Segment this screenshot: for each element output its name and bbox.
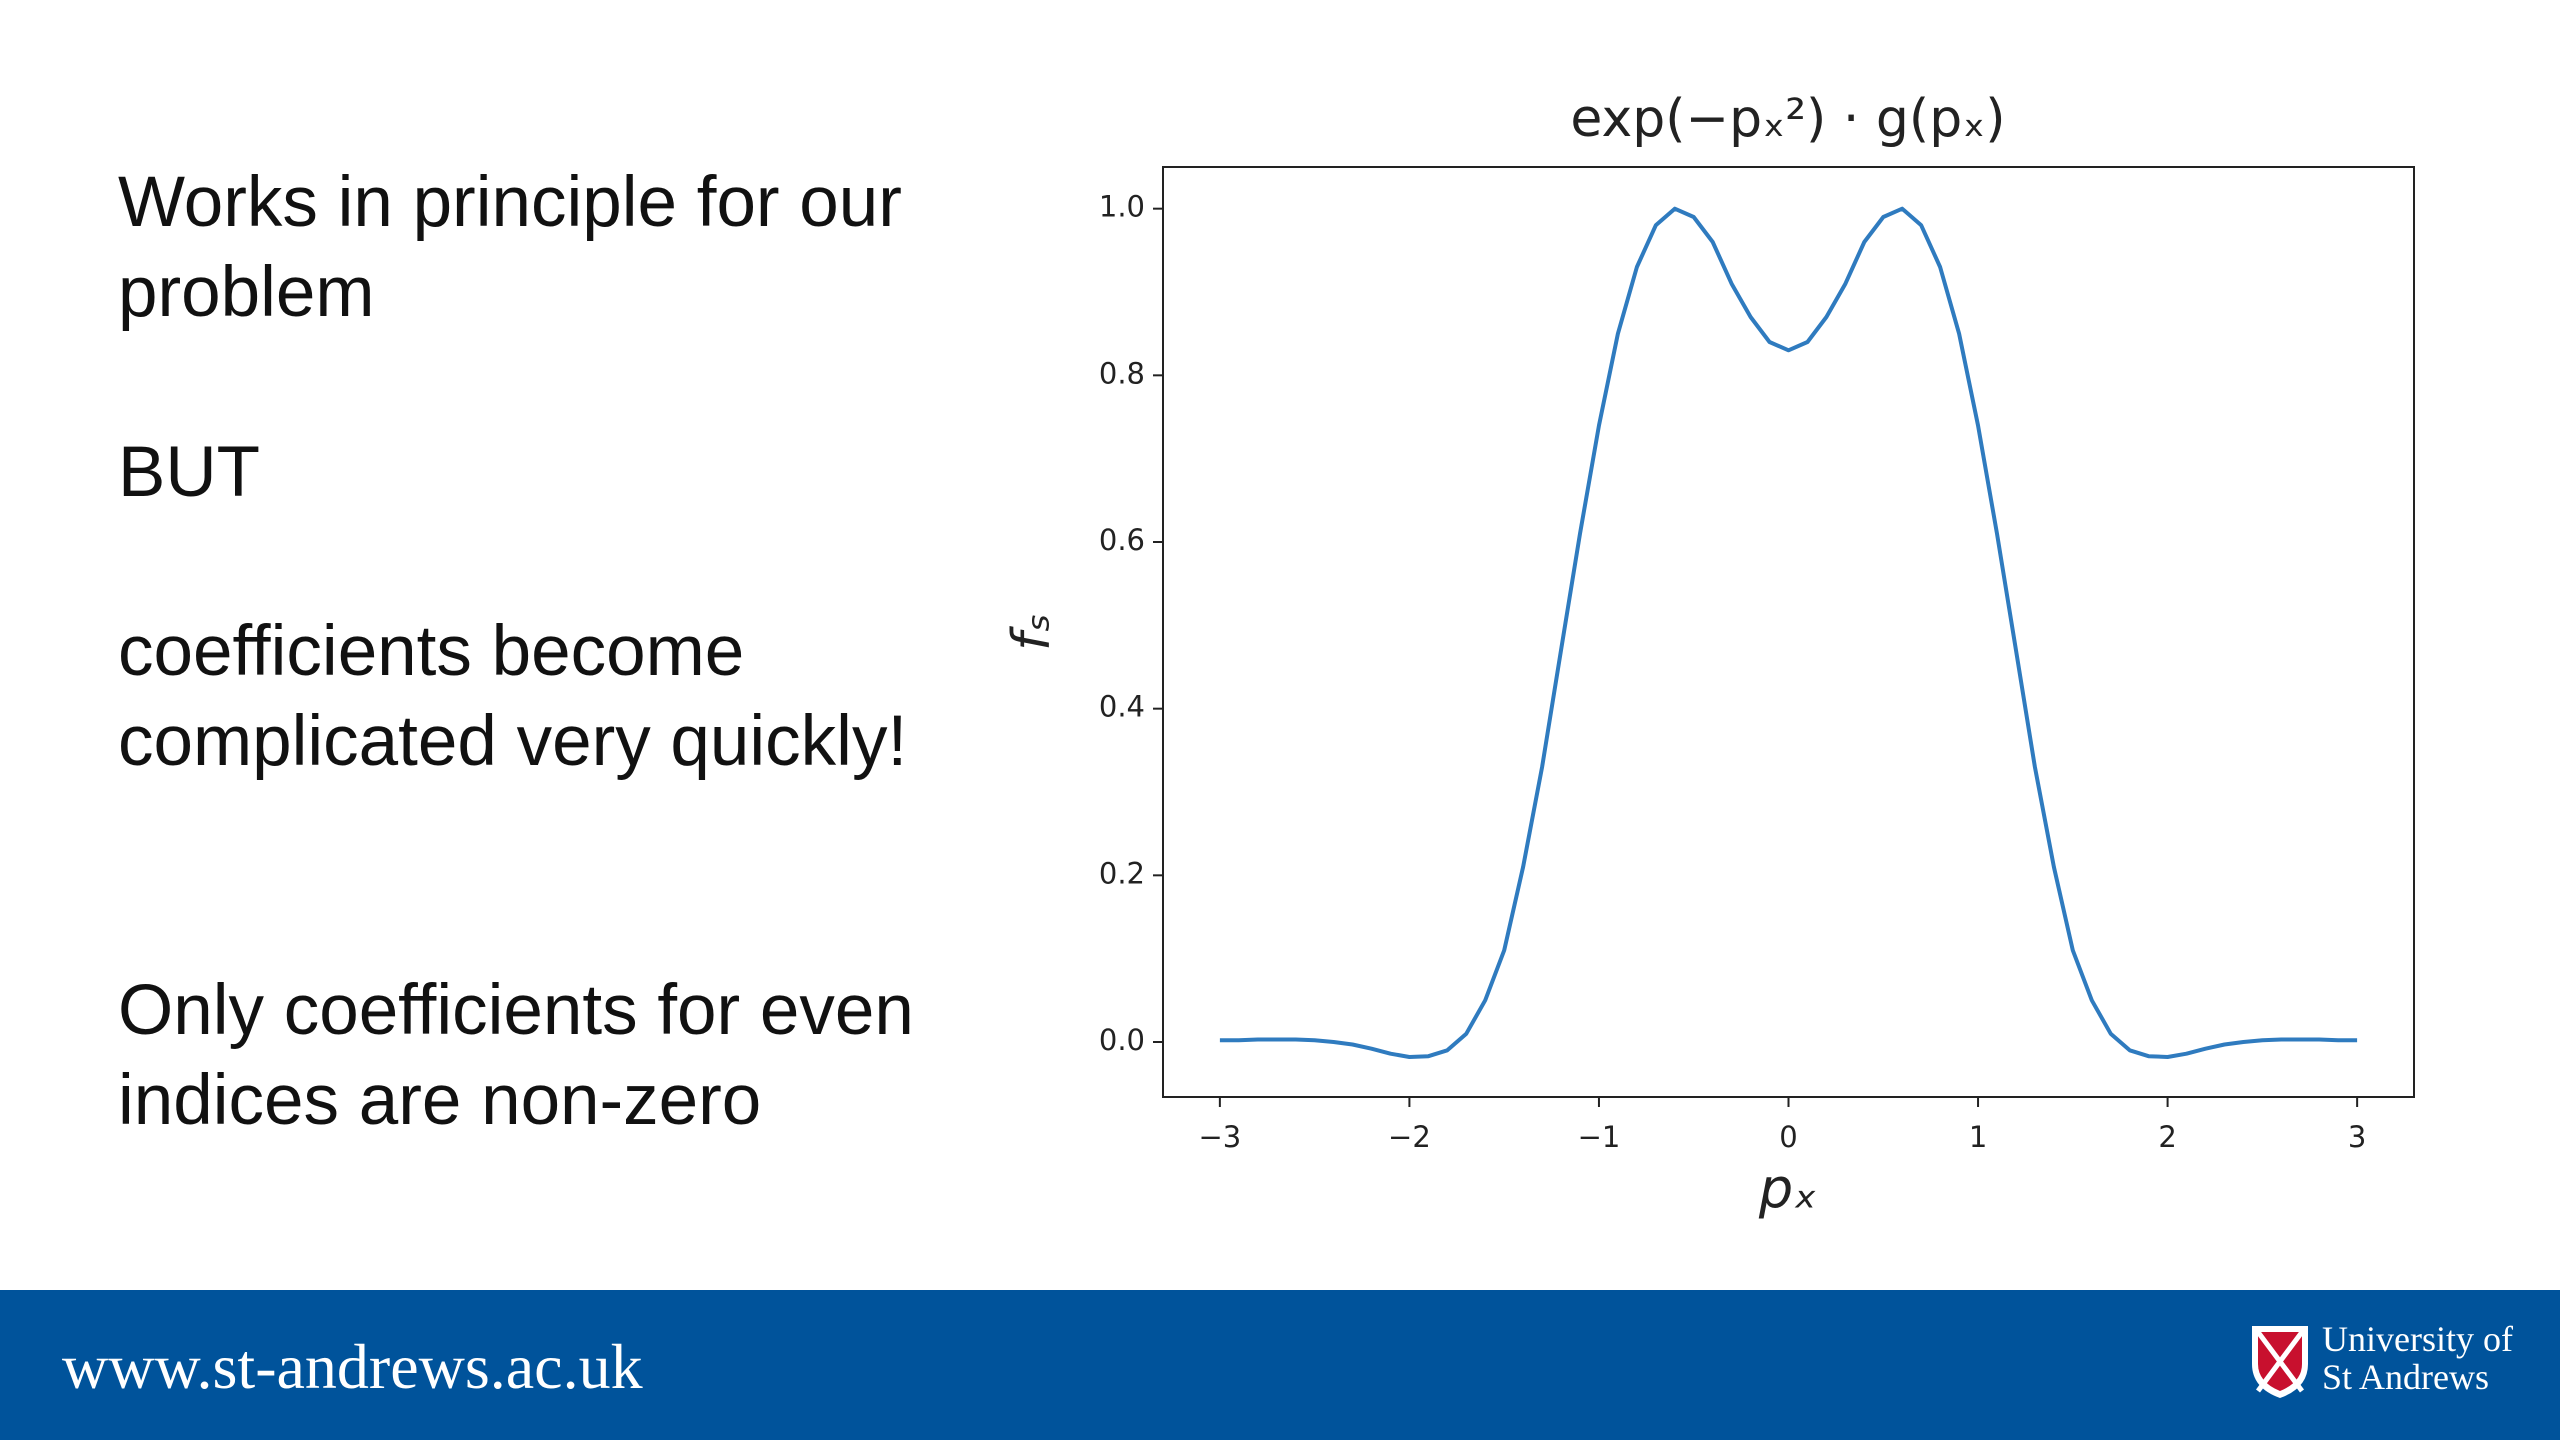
x-tick-label: −3 — [1198, 1120, 1241, 1154]
x-tick-label: 2 — [2158, 1120, 2176, 1154]
text-block: coefficients become complicated very qui… — [118, 612, 908, 781]
x-tick-label: 3 — [2348, 1120, 2366, 1154]
x-tick-label: 0 — [1779, 1120, 1797, 1154]
y-tick-label: 0.0 — [1099, 1023, 1145, 1057]
y-axis-label: fₛ — [1002, 613, 1062, 651]
chart: exp(−pₓ²) · g(pₓ) pₓ fₛ −3 −2 −1 0 1 2 3 0.0 0.2… — [1002, 89, 2415, 1221]
chart-title: exp(−pₓ²) · g(pₓ) — [1570, 89, 2005, 149]
text-block: Works in principle for our problem — [118, 163, 902, 332]
x-axis-label: pₓ — [1758, 1158, 1817, 1221]
y-tick-label: 0.2 — [1099, 856, 1145, 890]
y-tick-label: 0.4 — [1099, 690, 1145, 724]
x-tick-label: −1 — [1578, 1120, 1621, 1154]
text-block: BUT — [118, 433, 260, 512]
y-tick-label: 0.8 — [1099, 356, 1145, 390]
y-tick-label: 1.0 — [1099, 190, 1145, 224]
logo-text: University of St Andrews — [2322, 1320, 2513, 1396]
footer-url: www.st-andrews.ac.uk — [62, 1331, 643, 1402]
y-tick-label: 0.6 — [1099, 523, 1145, 557]
plot-frame — [1162, 166, 2415, 1098]
x-tick-label: 1 — [1969, 1120, 1987, 1154]
text-block: Only coefficients for even indices are n… — [118, 971, 914, 1140]
logo-line: University of — [2322, 1319, 2513, 1359]
footer: www.st-andrews.ac.uk University of St An… — [0, 1290, 2560, 1440]
x-tick-label: −2 — [1388, 1120, 1431, 1154]
data-line — [1219, 206, 2358, 1059]
logo-shield — [2252, 1326, 2308, 1398]
logo-line: St Andrews — [2322, 1357, 2490, 1397]
